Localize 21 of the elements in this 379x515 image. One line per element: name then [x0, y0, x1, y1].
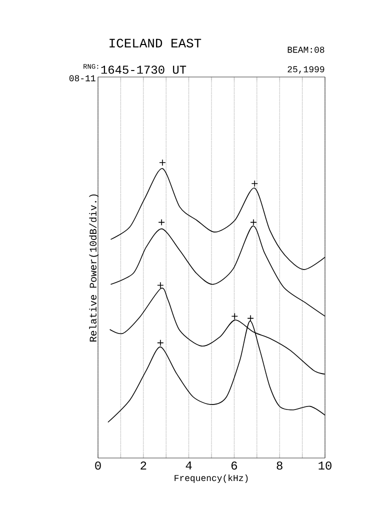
point	[157, 339, 164, 346]
x-tick-label: 0	[95, 462, 101, 470]
x-tick-label: 10	[318, 462, 332, 470]
x-axis-title: Frequency(kHz)	[174, 474, 248, 483]
x-tick-label: 6	[231, 462, 238, 470]
point	[158, 218, 165, 226]
chart-subtitle: 1645-1730 UT	[101, 66, 186, 74]
point	[157, 282, 164, 289]
chart-title: ICELAND EAST	[110, 38, 202, 48]
y-axis-title: Relative Power(10dB/div.)	[89, 194, 98, 342]
point	[231, 312, 238, 320]
point	[247, 314, 254, 322]
x-tick-label: 8	[276, 462, 282, 470]
x-tick-label: 2	[140, 462, 146, 470]
text: BEAM:08	[288, 46, 324, 53]
text: 08-11	[69, 75, 96, 82]
point	[250, 218, 257, 226]
point	[251, 180, 258, 188]
point	[159, 159, 166, 166]
text: 25,1999	[288, 66, 324, 74]
x-tick-label: 4	[186, 462, 192, 470]
